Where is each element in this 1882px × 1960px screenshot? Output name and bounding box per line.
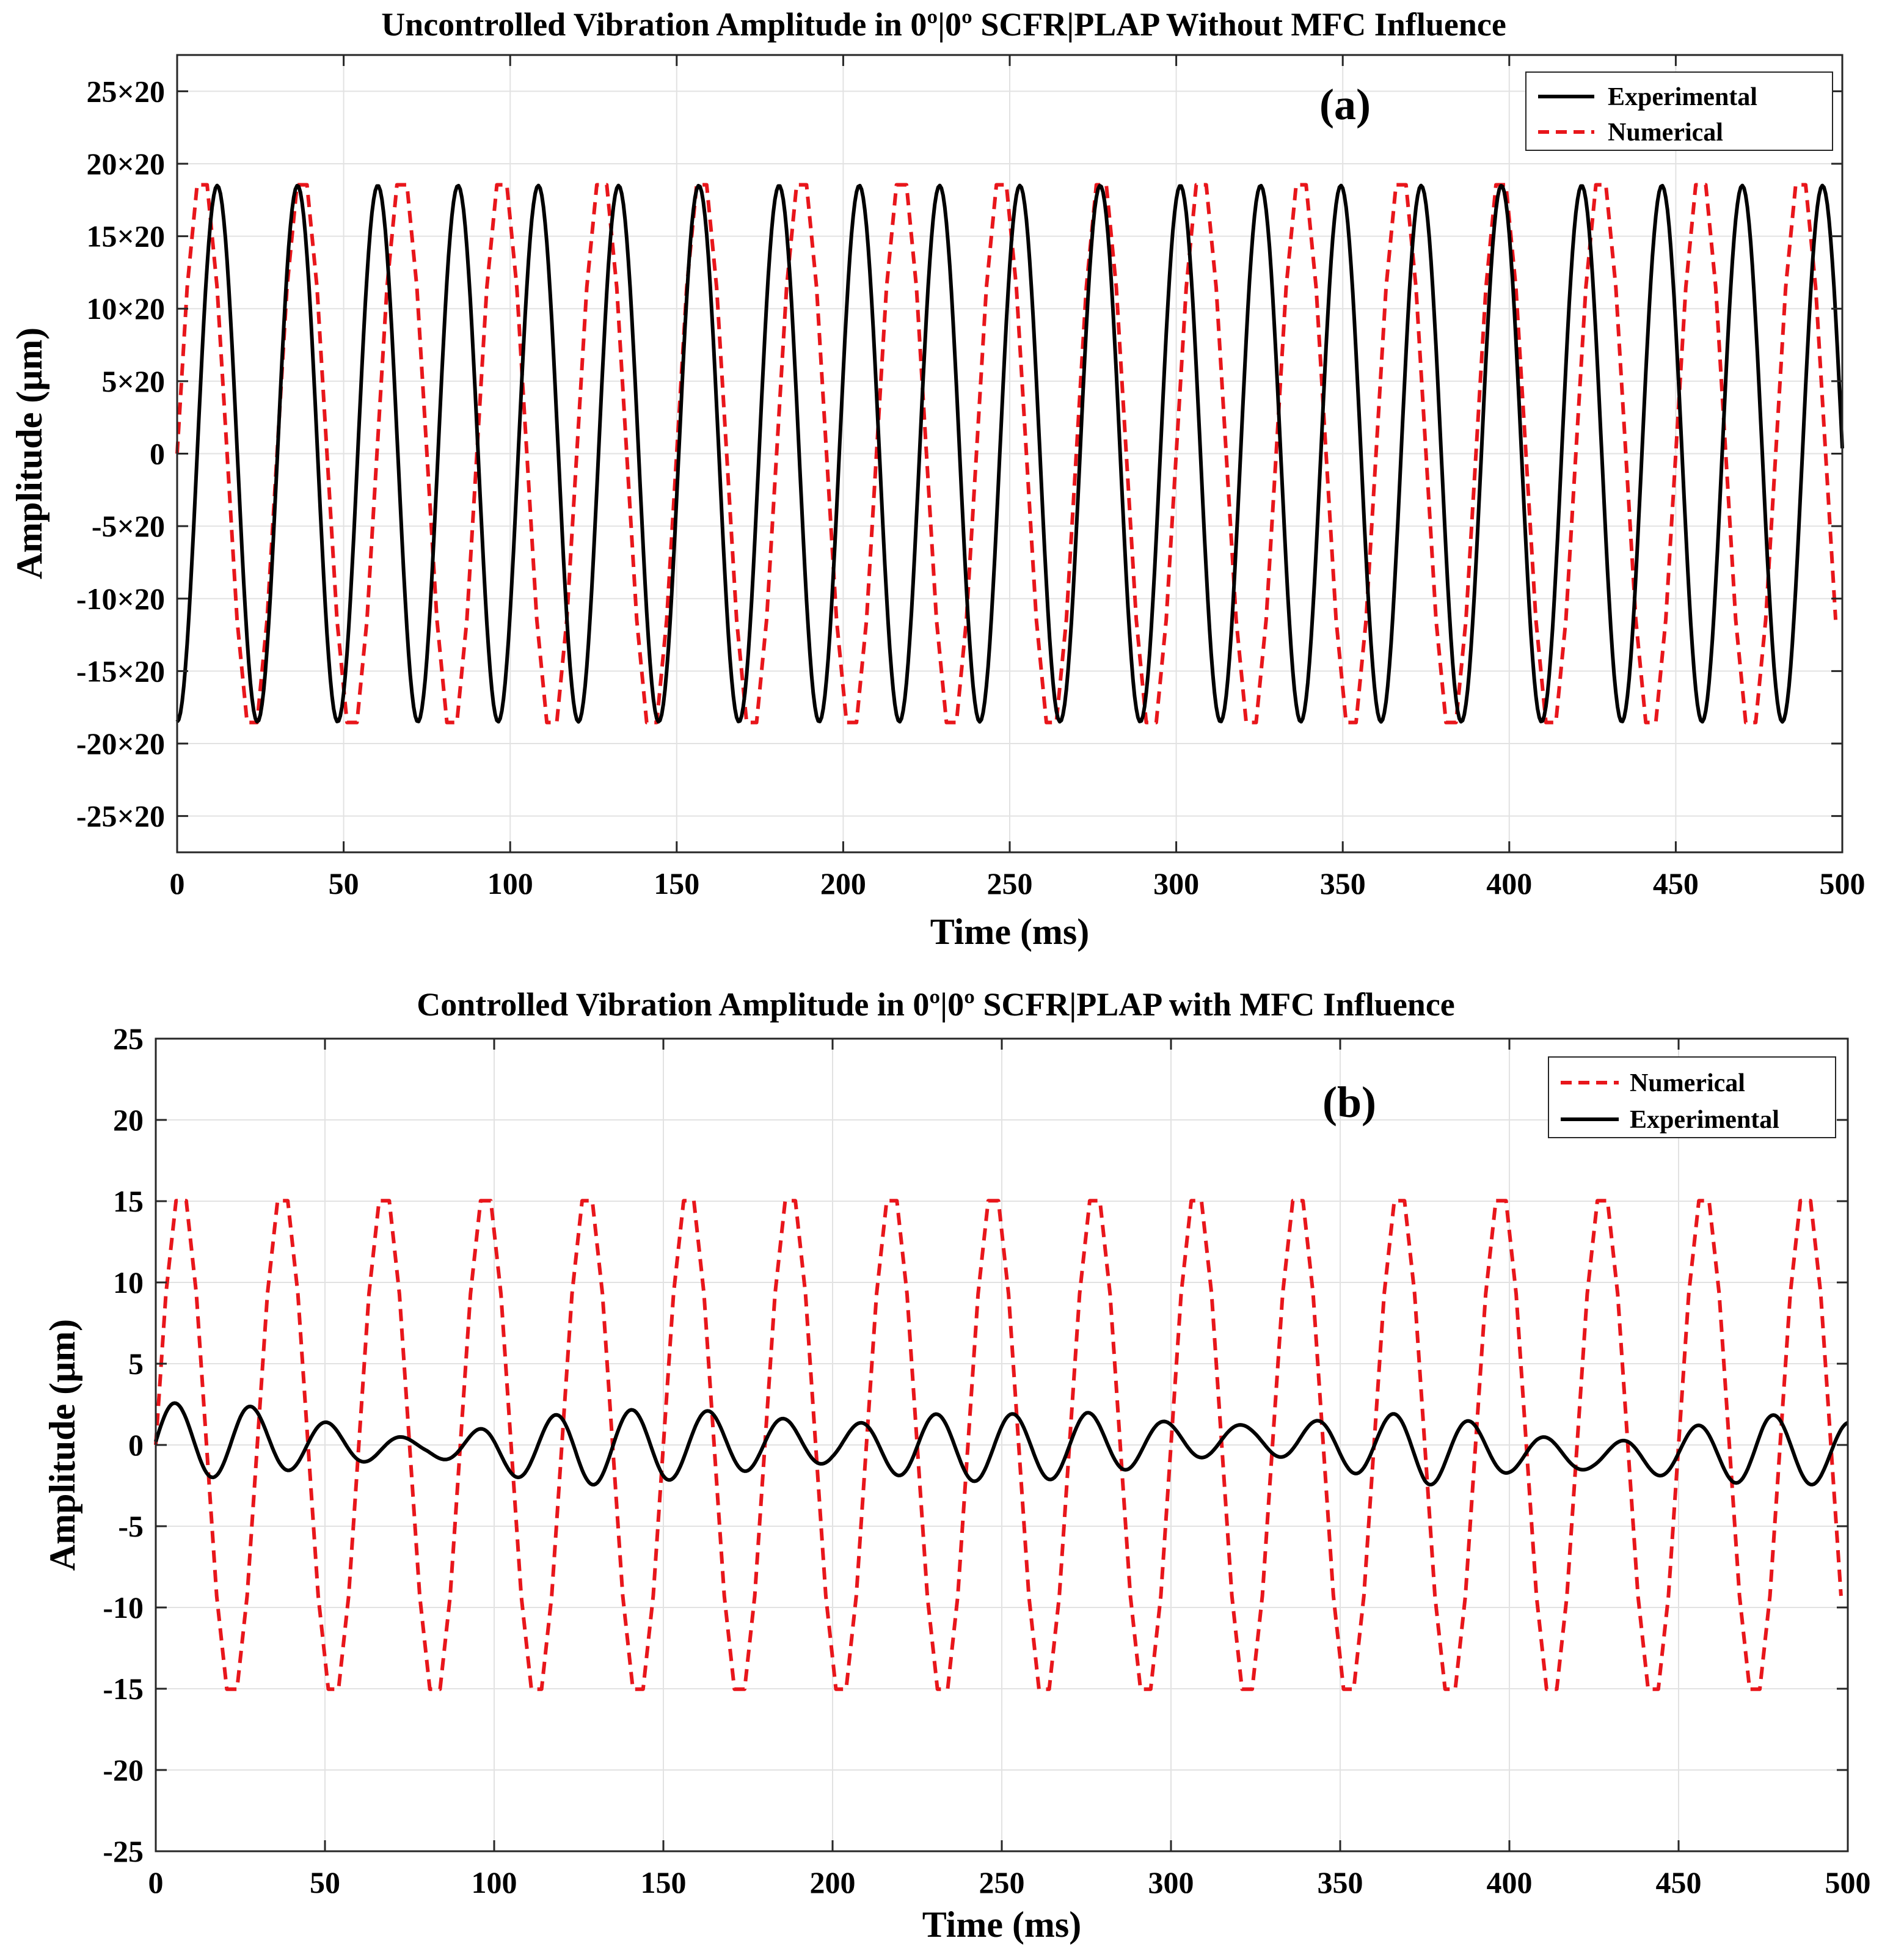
chart-b-xtick-label: 450 bbox=[1656, 1865, 1702, 1900]
chart-b-ticks: 0 50 100 150 200 250 300 350 400 450 5002520151050… bbox=[103, 1022, 1870, 1900]
chart-b-xtick-label: 100 bbox=[472, 1865, 517, 1900]
chart-b-panel-label: (b) bbox=[1322, 1078, 1376, 1127]
chart-b-xtick-label: 200 bbox=[810, 1865, 856, 1900]
chart-a-xtick-label: 250 bbox=[987, 866, 1033, 901]
chart-b-ytick-label: -20 bbox=[103, 1753, 144, 1787]
chart-b-ytick-label: -15 bbox=[103, 1672, 144, 1706]
chart-b-xlabel: Time (ms) bbox=[922, 1904, 1082, 1945]
chart-a-ytick-label: 15×20 bbox=[87, 219, 166, 254]
chart-b-xtick-label: 0 bbox=[148, 1865, 164, 1900]
chart-a-legend: Experimental Numerical bbox=[1525, 71, 1833, 151]
chart-a-ytick-label: 5×20 bbox=[102, 364, 166, 398]
chart-b-series-experimental-line bbox=[154, 1401, 1849, 1486]
chart-a-panel-label: (a) bbox=[1319, 80, 1371, 129]
chart-b-xtick-label: 250 bbox=[979, 1865, 1025, 1900]
chart-a-xtick-label: 150 bbox=[654, 866, 699, 901]
chart-a-ticks: 0 50 100 150 200 250 300 350 400 450 500 25×20 20×20… bbox=[76, 55, 1866, 901]
chart-b-title: Controlled Vibration Amplitude in 0º|0º … bbox=[417, 986, 1455, 1023]
chart-a-series bbox=[175, 183, 1844, 725]
chart-a-ytick-label: 20×20 bbox=[87, 147, 166, 181]
chart-a-xtick-label: 350 bbox=[1320, 866, 1366, 901]
chart-b: Controlled Vibration Amplitude in 0º|0º … bbox=[42, 986, 1871, 1945]
chart-b-ylabel: Amplitude (μm) bbox=[42, 1319, 82, 1571]
chart-a-series-experimental-line bbox=[175, 183, 1844, 724]
chart-a-ytick-label: 10×20 bbox=[87, 291, 166, 326]
chart-b-legend-2: Experimental bbox=[1630, 1106, 1779, 1134]
chart-b-legend-1: Numerical bbox=[1630, 1069, 1745, 1097]
chart-b-xtick-label: 300 bbox=[1148, 1865, 1194, 1900]
chart-b-series-numerical-line bbox=[154, 1199, 1843, 1691]
chart-a-xtick-label: 400 bbox=[1486, 866, 1532, 901]
chart-a-ytick-label: -10×20 bbox=[76, 582, 165, 616]
chart-b-xtick-label: 150 bbox=[641, 1865, 687, 1900]
chart-a-xtick-label: 500 bbox=[1820, 866, 1866, 901]
chart-b-ytick-label: -10 bbox=[103, 1590, 144, 1625]
chart-a-xtick-label: 200 bbox=[820, 866, 866, 901]
chart-b-ytick-label: 0 bbox=[128, 1428, 144, 1462]
chart-a-xlabel: Time (ms) bbox=[930, 912, 1090, 952]
chart-a-ytick-label: -5×20 bbox=[92, 509, 165, 543]
chart-b-xtick-label: 500 bbox=[1825, 1865, 1871, 1900]
chart-b-ytick-label: 25 bbox=[113, 1022, 144, 1056]
chart-b-ytick-label: -25 bbox=[103, 1834, 144, 1868]
chart-a-xtick-label: 50 bbox=[329, 866, 359, 901]
chart-b-ytick-label: 5 bbox=[128, 1347, 144, 1381]
chart-a-ytick-label: 25×20 bbox=[87, 74, 166, 108]
chart-b-ytick-label: 20 bbox=[113, 1103, 144, 1137]
chart-b-xtick-label: 400 bbox=[1487, 1865, 1533, 1900]
chart-b-ytick-label: 15 bbox=[113, 1184, 144, 1218]
chart-b-xtick-label: 350 bbox=[1318, 1865, 1363, 1900]
chart-b-series bbox=[154, 1199, 1849, 1691]
chart-a-legend-1: Experimental bbox=[1608, 83, 1757, 111]
chart-b-legend: Numerical Experimental bbox=[1548, 1056, 1836, 1138]
chart-b-xtick-label: 50 bbox=[310, 1865, 340, 1900]
chart-a-legend-2: Numerical bbox=[1608, 119, 1723, 147]
chart-a-ytick-label: 0 bbox=[150, 437, 165, 471]
chart-a-xtick-label: 0 bbox=[170, 866, 185, 901]
chart-a-ytick-label: -20×20 bbox=[76, 726, 165, 761]
chart-b-ytick-label: -5 bbox=[118, 1509, 144, 1543]
chart-b-ytick-label: 10 bbox=[113, 1265, 144, 1300]
chart-a: Uncontrolled Vibration Amplitude in 0º|0… bbox=[9, 6, 1866, 952]
chart-a-ylabel: Amplitude (μm) bbox=[9, 327, 49, 579]
chart-a-xtick-label: 100 bbox=[487, 866, 533, 901]
chart-a-xtick-label: 450 bbox=[1653, 866, 1699, 901]
chart-a-ytick-label: -15×20 bbox=[76, 654, 165, 688]
chart-a-series-numerical-line bbox=[175, 183, 1838, 725]
chart-a-xtick-label: 300 bbox=[1153, 866, 1199, 901]
chart-a-ytick-label: -25×20 bbox=[76, 799, 165, 833]
chart-a-title: Uncontrolled Vibration Amplitude in 0º|0… bbox=[381, 6, 1506, 43]
